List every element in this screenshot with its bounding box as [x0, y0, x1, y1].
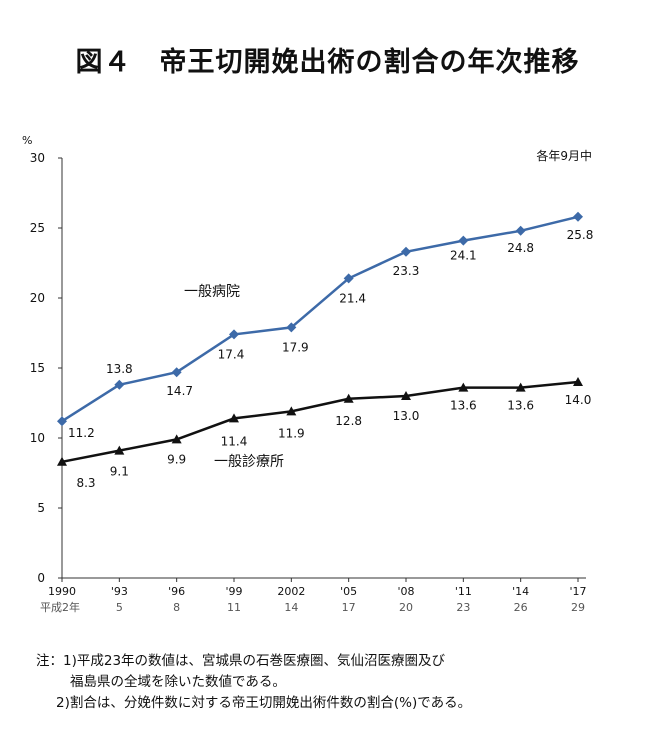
data-label: 12.8 [335, 414, 362, 428]
data-label: 14.0 [565, 393, 592, 407]
data-point-triangle [515, 382, 526, 392]
data-label: 8.3 [76, 476, 95, 490]
data-label: 11.2 [68, 426, 95, 440]
x-tick-label-era: 29 [571, 601, 585, 614]
data-label: 14.7 [166, 384, 193, 398]
y-tick-label: 25 [30, 221, 45, 235]
data-point-diamond [229, 329, 239, 340]
x-tick-label-era: 8 [173, 601, 180, 614]
data-label: 13.0 [393, 409, 420, 423]
x-tick-label-era: 5 [116, 601, 123, 614]
data-point-triangle [458, 382, 469, 392]
data-point-diamond [515, 225, 526, 236]
data-label: 24.1 [450, 249, 477, 263]
data-label: 13.6 [507, 399, 534, 413]
data-point-diamond [57, 416, 67, 427]
data-point-triangle [343, 393, 354, 403]
series-name-label: 一般病院 [184, 284, 240, 300]
data-point-triangle [229, 413, 239, 423]
data-point-diamond [458, 235, 469, 246]
data-label: 21.4 [339, 291, 366, 305]
data-label: 17.9 [282, 340, 309, 354]
data-point-diamond [286, 322, 297, 333]
x-tick-label: '17 [569, 585, 586, 598]
data-point-triangle [286, 406, 297, 416]
data-point-triangle [114, 445, 125, 455]
x-tick-label-era: 17 [342, 601, 356, 614]
data-point-triangle [573, 377, 583, 386]
data-point-triangle [57, 456, 67, 466]
footnote-1: 注：1)平成23年の数値は、宮城県の石巻医療圏、気仙沼医療圏及び [36, 653, 446, 669]
chart-title: 図４ 帝王切開娩出術の割合の年次推移 [75, 47, 580, 78]
x-tick-label-era: 23 [456, 601, 470, 614]
data-label: 13.6 [450, 399, 477, 413]
footnotes: 注：1)平成23年の数値は、宮城県の石巻医療圏、気仙沼医療圏及び 福島県の全域を… [36, 651, 471, 714]
x-tick-label: 1990 [48, 585, 76, 598]
x-tick-label-era: 14 [284, 601, 298, 614]
y-tick-label: 15 [30, 361, 45, 375]
series-line [61, 380, 579, 464]
x-tick-label: '14 [512, 585, 529, 598]
x-tick-label: 2002 [277, 585, 305, 598]
period-annotation: 各年9月中 [536, 148, 592, 163]
data-point-diamond [171, 367, 182, 378]
y-tick-label: 20 [30, 291, 45, 305]
x-tick-label-era: 平成2年 [40, 600, 80, 614]
data-label: 17.4 [218, 347, 245, 361]
footnote-2: 2)割合は、分娩件数に対する帝王切開娩出術件数の割合(%)である。 [56, 695, 472, 711]
data-point-diamond [114, 379, 125, 390]
y-tick-label: 30 [30, 151, 45, 165]
line-chart: 0 5 10 15 20 25 30% 各年9月中 1990 平成2年 '93 5 '96 8 '99 11 2… [22, 134, 594, 614]
x-tick-label: '05 [340, 585, 357, 598]
data-point-triangle [401, 391, 411, 400]
series-line [61, 215, 579, 423]
footnote-1-cont: 福島県の全域を除いた数値である。 [70, 674, 286, 690]
y-tick-label: 5 [37, 501, 45, 515]
series-name-label: 一般診療所 [214, 453, 284, 470]
x-tick-label-era: 20 [399, 601, 413, 614]
data-label: 25.8 [567, 228, 594, 242]
x-tick-label: '08 [397, 585, 414, 598]
data-label: 11.4 [221, 434, 248, 448]
data-label: 11.9 [278, 426, 305, 440]
data-label: 23.3 [393, 264, 420, 278]
y-axis-unit: % [22, 134, 32, 147]
data-point-diamond [401, 246, 411, 257]
data-point-diamond [343, 273, 354, 284]
x-tick-label-era: 26 [514, 601, 528, 614]
y-tick-label: 10 [30, 431, 45, 445]
x-tick-label: '93 [111, 585, 128, 598]
y-tick-label: 0 [37, 571, 45, 585]
data-label: 9.1 [110, 465, 129, 479]
x-tick-label: '96 [168, 585, 185, 598]
data-label: 9.9 [167, 452, 186, 466]
x-tick-label-era: 11 [227, 601, 241, 614]
x-tick-label: '99 [225, 585, 242, 598]
data-label: 24.8 [507, 241, 534, 255]
data-point-diamond [573, 211, 583, 222]
x-tick-label: '11 [455, 585, 472, 598]
data-label: 13.8 [106, 362, 133, 376]
data-point-triangle [171, 434, 182, 444]
